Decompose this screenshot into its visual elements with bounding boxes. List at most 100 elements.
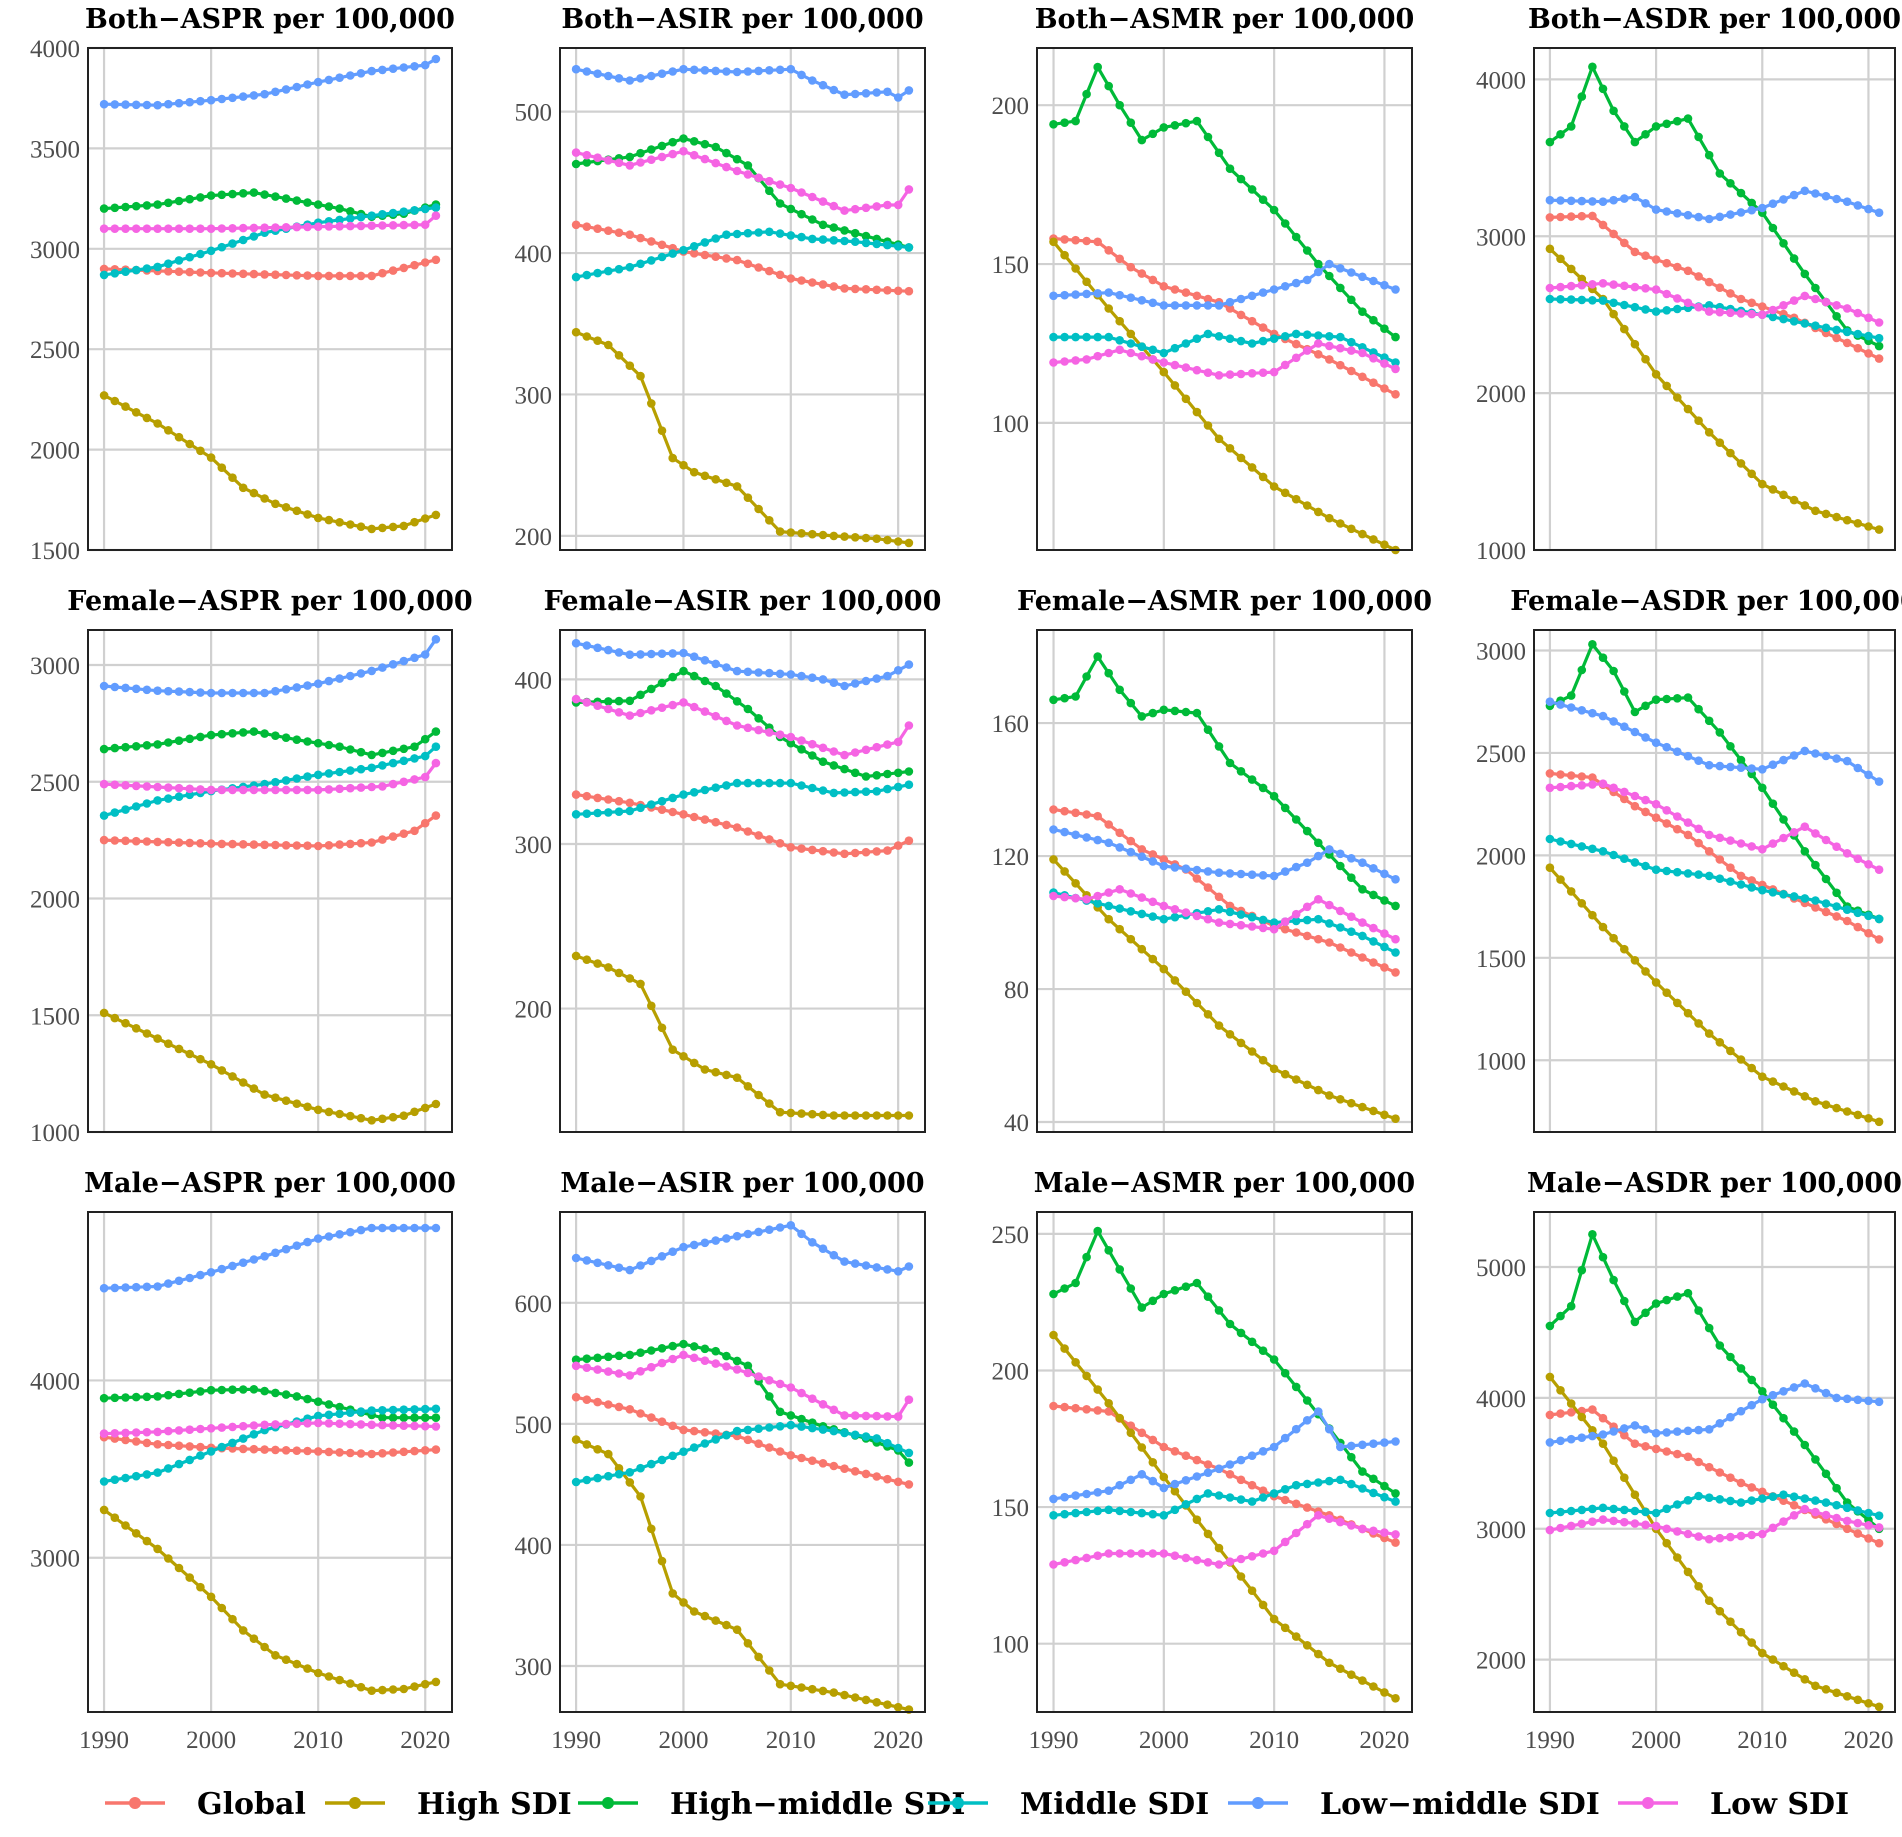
data-point (1358, 348, 1367, 358)
data-point (850, 679, 860, 688)
data-point (1566, 703, 1576, 712)
data-point (872, 742, 881, 752)
data-point (238, 223, 248, 233)
data-point (388, 832, 398, 841)
data-point (893, 286, 903, 296)
data-point (893, 537, 903, 546)
data-point (1137, 893, 1147, 902)
data-point (1556, 130, 1565, 139)
data-point (346, 1111, 355, 1121)
data-point (1651, 799, 1661, 809)
series-middle-sdi (1545, 834, 1884, 924)
data-point (281, 1244, 291, 1254)
data-point (1800, 1504, 1810, 1514)
data-point (668, 149, 677, 159)
data-point (1380, 540, 1389, 549)
data-point (356, 271, 366, 281)
data-point (1104, 1407, 1113, 1416)
data-point (1358, 307, 1367, 317)
data-point (818, 846, 828, 856)
data-point (1673, 998, 1682, 1008)
x-tick-label: 2010 (766, 1727, 816, 1754)
data-point (431, 510, 441, 520)
data-point (378, 221, 387, 230)
y-tick-label: 80 (1004, 977, 1029, 1004)
data-point (1747, 205, 1756, 215)
data-point (1369, 535, 1378, 544)
y-tick-label: 120 (992, 844, 1030, 871)
data-point (1811, 189, 1820, 198)
data-point (1104, 1549, 1113, 1558)
data-point (1247, 291, 1257, 301)
data-point (1203, 368, 1213, 378)
data-point (1380, 896, 1389, 905)
data-point (1588, 1504, 1597, 1514)
data-point (1093, 332, 1102, 342)
data-point (797, 781, 806, 790)
data-point (1821, 899, 1831, 908)
data-point (1864, 770, 1873, 780)
data-point (1758, 765, 1767, 774)
data-point (367, 763, 377, 773)
data-point (1225, 370, 1235, 379)
data-point (1148, 1476, 1158, 1486)
data-point (732, 1365, 742, 1374)
data-point (1694, 132, 1703, 142)
data-point (1148, 1435, 1158, 1445)
data-point (431, 1677, 441, 1687)
data-point (1609, 717, 1618, 726)
data-point (625, 806, 635, 816)
data-point (206, 1592, 216, 1602)
data-point (614, 1369, 624, 1378)
data-point (1620, 238, 1629, 248)
data-point (1291, 278, 1301, 288)
data-point (378, 782, 387, 791)
data-point (1811, 294, 1820, 304)
data-point (1258, 1493, 1268, 1502)
data-point (679, 1447, 688, 1456)
data-point (571, 159, 581, 169)
data-point (335, 1109, 344, 1119)
data-point (850, 1693, 860, 1702)
data-point (346, 766, 355, 775)
data-point (872, 847, 881, 856)
data-point (313, 513, 323, 523)
data-point (1347, 948, 1356, 957)
data-point (1651, 865, 1661, 874)
data-point (1093, 1226, 1102, 1236)
data-point (829, 531, 839, 541)
data-point (1598, 197, 1608, 206)
data-point (1874, 1397, 1884, 1407)
data-point (356, 1407, 366, 1416)
data-point (1704, 1493, 1714, 1502)
data-point (431, 635, 441, 644)
data-point (431, 255, 441, 265)
data-point (1314, 331, 1323, 340)
data-point (1071, 879, 1080, 888)
data-point (121, 100, 130, 109)
data-point (1170, 905, 1180, 914)
data-point (861, 1469, 871, 1479)
series-middle-sdi (571, 1420, 914, 1487)
data-point (292, 1419, 302, 1428)
data-point (164, 1464, 173, 1473)
data-point (1811, 321, 1820, 331)
data-point (883, 740, 892, 749)
data-point (1203, 1468, 1213, 1477)
data-point (711, 1067, 720, 1077)
panel-12: Male−ASDR per 100,0002000300040005000199… (1476, 1168, 1902, 1754)
data-point (1258, 1486, 1268, 1495)
data-point (1768, 1523, 1778, 1533)
data-point (1789, 1087, 1799, 1096)
data-point (743, 1435, 753, 1445)
data-point (1683, 693, 1693, 702)
data-point (260, 1386, 269, 1396)
series-high-sdi (571, 951, 914, 1120)
data-point (861, 745, 871, 755)
data-point (1126, 293, 1136, 303)
data-point (754, 504, 763, 514)
data-point (303, 785, 312, 795)
data-point (1683, 830, 1693, 840)
data-point (1258, 1055, 1268, 1065)
